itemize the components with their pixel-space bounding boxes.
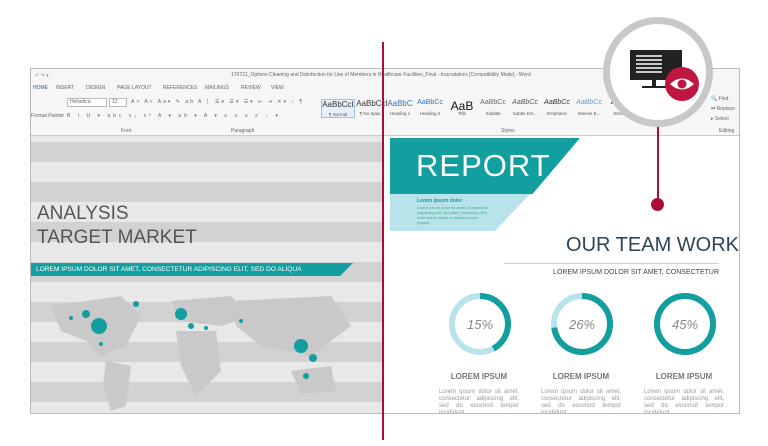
stat-title: LOREM IPSUM — [450, 372, 508, 381]
donut-label: 26% — [568, 317, 595, 332]
style-subtitle[interactable]: AaBbCc Subtitle — [480, 99, 506, 116]
style-title[interactable]: AaB Title — [450, 99, 474, 116]
font-tools[interactable]: A˄ A˅ Aa▾ ✎ ab A │ ☰▾ ☰▾ ☰▾ ⇤ ⇥ ✕▾ ↕ ¶ — [131, 99, 304, 105]
summary-box: Lorem ipsum dolor Lorem ipsum dolor sit … — [390, 194, 530, 231]
font-name-select[interactable]: Helvetica — [67, 98, 107, 107]
tab-view[interactable]: VIEW — [271, 85, 284, 91]
view-magnifier — [603, 17, 713, 127]
group-styles: Styles — [501, 128, 515, 134]
stat-text: Lorem ipsum dolor sit amet, consectetur … — [439, 389, 519, 414]
tab-design[interactable]: DESIGN — [86, 85, 106, 91]
analysis-title: ANALYSIS TARGET MARKET — [37, 203, 197, 248]
report-header: REPORT — [390, 138, 580, 194]
style-no-spacing[interactable]: AaBbCcI ¶ No Spac... — [356, 99, 388, 116]
donut-label: 45% — [672, 317, 698, 332]
select-label: Select — [714, 116, 729, 122]
stat-title: LOREM IPSUM — [655, 372, 713, 381]
left-document-page: ANALYSIS TARGET MARKET LOREM IPSUM DOLOR … — [31, 136, 384, 413]
style-heading-1[interactable]: AaBbC Heading 1 — [387, 99, 413, 116]
team-subheading: LOREM IPSUM DOLOR SIT AMET, CONSECTETUR — [553, 269, 719, 276]
style-normal[interactable]: AaBbCcI ¶ Normal — [321, 99, 355, 118]
tab-home[interactable]: HOME — [33, 85, 48, 91]
pointer-dot — [651, 198, 664, 211]
find-label: Find — [718, 96, 729, 102]
summary-text: Lorem ipsum dolor sit amet, consectetur … — [417, 205, 489, 225]
replace-button[interactable]: ⇄ Replace — [711, 106, 735, 112]
window-title: 170721_Options Cleaning and Disinfection… — [231, 72, 531, 78]
stat-text: Lorem ipsum dolor sit amet, consectetur … — [644, 389, 724, 414]
split-line — [382, 42, 384, 440]
tab-page-layout[interactable]: PAGE LAYOUT — [117, 85, 152, 91]
pointer-line — [657, 118, 659, 204]
style-intense-emphasis[interactable]: AaBbCc Intense E... — [576, 99, 602, 116]
group-paragraph: Paragraph — [231, 128, 255, 134]
group-font: Font — [121, 128, 132, 134]
format-painter-button[interactable]: Format Painter — [31, 113, 65, 119]
divider — [504, 263, 719, 264]
word-window: ↶ ↷ ▾ 170721_Options Cleaning and Disinf… — [30, 68, 740, 414]
donut-value — [449, 293, 511, 355]
right-document-page: REPORT Lorem ipsum dolor Lorem ipsum dol… — [384, 136, 739, 414]
tab-insert[interactable]: INSERT — [56, 85, 75, 91]
group-editing: Editing — [719, 128, 735, 134]
replace-label: Replace — [716, 106, 735, 112]
report-title: REPORT — [416, 148, 551, 183]
tab-review[interactable]: REVIEW — [241, 85, 261, 91]
tab-mailings[interactable]: MAILINGS — [205, 85, 229, 91]
style-heading-2[interactable]: AaBbCc Heading 2 — [417, 99, 443, 116]
tab-references[interactable]: REFERENCES — [163, 85, 198, 91]
style-emphasis[interactable]: AaBbCc Emphasis — [544, 99, 570, 116]
stats-donuts: 15% 26% 45% — [449, 293, 716, 355]
find-button[interactable]: 🔍 Find — [711, 96, 729, 102]
quick-access-toolbar[interactable]: ↶ ↷ ▾ — [35, 73, 49, 79]
donut-label: 15% — [467, 317, 493, 332]
font-size-select[interactable]: 12 — [109, 98, 127, 107]
world-map — [51, 296, 351, 411]
summary-title: Lorem ipsum dolor — [417, 198, 463, 204]
format-tools[interactable]: B I U ▾ abc x₂ x² A ▾ ab ▾ A ▾ ≡ ≡ ≡ ≡ ↕… — [67, 113, 281, 119]
monitor-icon — [630, 50, 682, 88]
stat-title: LOREM IPSUM — [552, 372, 610, 381]
select-button[interactable]: ▸ Select — [711, 116, 729, 122]
style-subtle-emphasis[interactable]: AaBbCc Subtle Em... — [512, 99, 538, 116]
donut-value — [551, 293, 613, 355]
donut-value — [654, 293, 716, 355]
team-heading: OUR TEAM WORK — [566, 234, 739, 256]
banner: LOREM IPSUM DOLOR SIT AMET, CONSECTETUR … — [31, 263, 353, 276]
eye-icon — [665, 67, 699, 101]
stat-text: Lorem ipsum dolor sit amet, consectetur … — [541, 389, 621, 414]
